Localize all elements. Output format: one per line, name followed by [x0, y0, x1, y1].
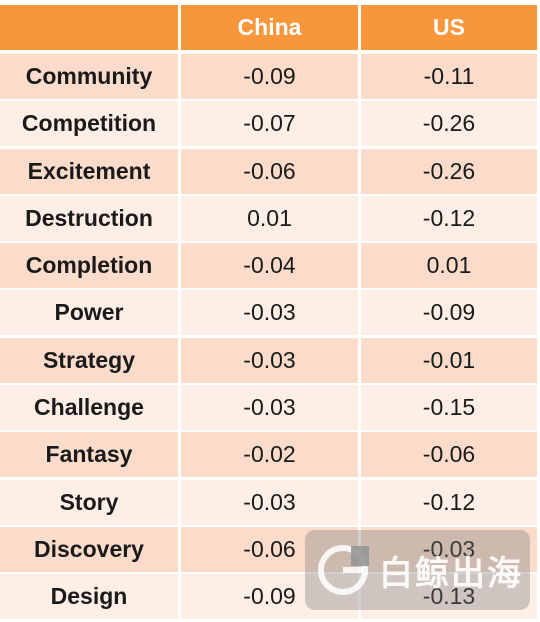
us-value: -0.09	[361, 290, 537, 336]
row-label: Completion	[0, 243, 178, 289]
table-row: Story -0.03 -0.12	[0, 479, 540, 525]
row-label: Competition	[0, 101, 178, 147]
us-value: -0.26	[361, 148, 537, 194]
china-value: 0.01	[181, 195, 358, 241]
table-row: Fantasy -0.02 -0.06	[0, 432, 540, 478]
row-label: Discovery	[0, 526, 178, 572]
us-value: -0.03	[361, 526, 537, 572]
header-empty-cell	[0, 5, 178, 50]
china-value: -0.07	[181, 101, 358, 147]
whale-logo-icon	[318, 545, 369, 595]
row-label: Fantasy	[0, 432, 178, 478]
row-label: Excitement	[0, 148, 178, 194]
us-value: -0.06	[361, 432, 537, 478]
table-row: Discovery -0.06 -0.03	[0, 526, 540, 572]
us-value: -0.01	[361, 337, 537, 383]
row-label: Destruction	[0, 195, 178, 241]
watermark-text: 白鲸出海	[379, 554, 523, 593]
china-value: -0.06	[181, 526, 358, 572]
table-row: Completion -0.04 0.01	[0, 243, 540, 289]
table-row: Design -0.09 -0.13	[0, 574, 540, 620]
row-label: Story	[0, 479, 178, 525]
table-row: Strategy -0.03 -0.01	[0, 337, 540, 383]
table-body: Community -0.09 -0.11 Competition -0.07 -0.26…	[0, 54, 540, 620]
table-row: Destruction 0.01 -0.12	[0, 195, 540, 241]
china-value: -0.04	[181, 243, 358, 289]
row-label: Challenge	[0, 385, 178, 431]
row-label: Power	[0, 290, 178, 336]
us-value: -0.11	[361, 54, 537, 99]
header-us: US	[361, 5, 537, 50]
china-value: -0.03	[181, 337, 358, 383]
us-value: -0.12	[361, 479, 537, 525]
header-china: China	[181, 5, 358, 50]
us-value: -0.26	[361, 101, 537, 147]
table-row: Power -0.03 -0.09	[0, 290, 540, 336]
row-label: Strategy	[0, 337, 178, 383]
row-label: Design	[0, 574, 178, 620]
us-value: -0.13	[361, 574, 537, 620]
china-value: -0.09	[181, 54, 358, 99]
us-value: 0.01	[361, 243, 537, 289]
table-row: Competition -0.07 -0.26	[0, 101, 540, 147]
table-header-row: China US	[0, 5, 540, 50]
us-value: -0.15	[361, 385, 537, 431]
china-value: -0.03	[181, 385, 358, 431]
table-row: Challenge -0.03 -0.15	[0, 385, 540, 431]
china-value: -0.06	[181, 148, 358, 194]
row-label: Community	[0, 54, 178, 99]
china-value: -0.03	[181, 479, 358, 525]
watermark: 白鲸出海	[305, 530, 530, 610]
china-value: -0.09	[181, 574, 358, 620]
table-row: Community -0.09 -0.11	[0, 54, 540, 99]
china-value: -0.02	[181, 432, 358, 478]
china-value: -0.03	[181, 290, 358, 336]
us-value: -0.12	[361, 195, 537, 241]
table-row: Excitement -0.06 -0.26	[0, 148, 540, 194]
data-table: China US Community -0.09 -0.11 Competition -…	[0, 5, 540, 622]
